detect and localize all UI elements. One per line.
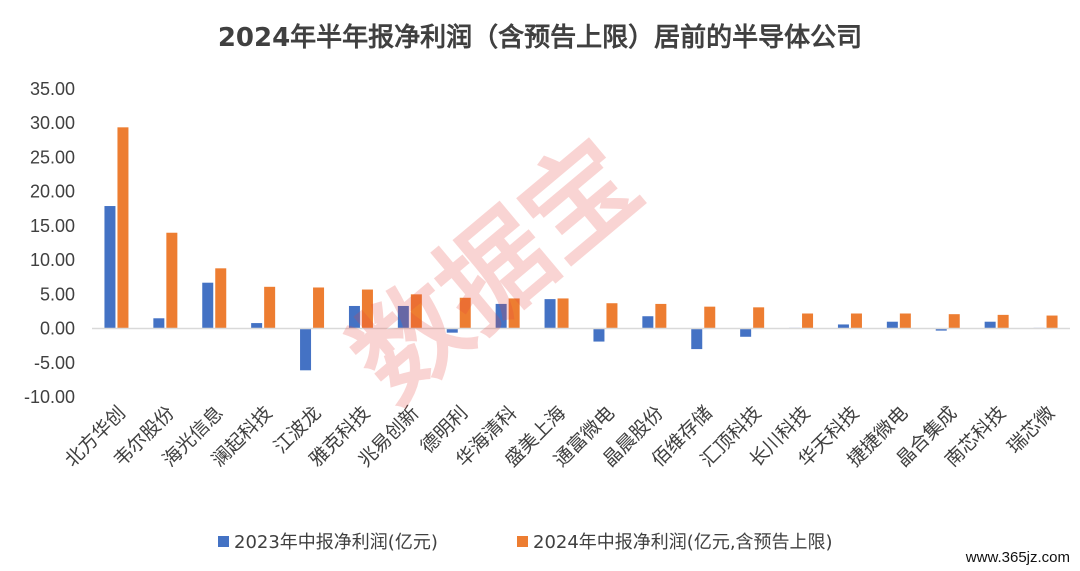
x-tick-label: 瑞芯微 <box>1003 402 1059 458</box>
y-tick-label: 25.00 <box>30 147 75 167</box>
bar-2024-4 <box>313 287 325 329</box>
bar-2024-8 <box>508 298 520 329</box>
bar-2023-13 <box>740 328 752 337</box>
bar-2024-9 <box>557 298 569 329</box>
bar-2024-15 <box>850 313 862 329</box>
bar-2024-17 <box>948 314 960 329</box>
bar-2023-15 <box>837 324 849 329</box>
y-tick-label: 15.00 <box>30 216 75 236</box>
y-tick-label: 5.00 <box>40 284 75 304</box>
y-axis: 35.00 30.00 25.00 20.00 15.00 10.00 5.00 0.00 -5… <box>24 79 75 407</box>
bar-2024-12 <box>704 306 716 329</box>
bar-2023-0 <box>104 206 116 329</box>
y-tick-label: 35.00 <box>30 79 75 99</box>
y-tick-label: 20.00 <box>30 182 75 202</box>
site-label: www.365jz.com <box>965 549 1070 566</box>
legend-label-2023: 2023年中报净利润(亿元) <box>234 532 438 553</box>
bars <box>104 127 1058 371</box>
legend-label-2024: 2024年中报净利润(亿元,含预告上限) <box>533 532 833 553</box>
y-tick-label: -5.00 <box>34 353 75 373</box>
y-tick-label: 30.00 <box>30 113 75 133</box>
bar-2023-7 <box>446 328 458 333</box>
y-tick-label: 10.00 <box>30 250 75 270</box>
watermark: 数据宝 <box>328 116 663 426</box>
y-tick-label: -10.00 <box>24 387 75 407</box>
bar-2023-11 <box>642 316 654 329</box>
bar-2023-2 <box>202 282 214 329</box>
chart-title: 2024年半年报净利润（含预告上限）居前的半导体公司 <box>218 22 862 53</box>
legend-swatch-2023 <box>218 536 229 547</box>
bar-2023-18 <box>984 321 996 329</box>
legend: 2023年中报净利润(亿元) 2024年中报净利润(亿元,含预告上限) <box>218 532 833 553</box>
bar-2024-3 <box>264 286 276 329</box>
bar-2024-6 <box>410 294 422 329</box>
bar-2024-14 <box>802 313 814 329</box>
bar-2023-10 <box>593 328 605 342</box>
bar-2023-1 <box>153 318 165 329</box>
y-tick-label: 0.00 <box>40 319 75 339</box>
bar-2024-19 <box>1046 315 1058 329</box>
bar-2024-5 <box>361 289 373 329</box>
bar-2024-16 <box>899 313 911 329</box>
bar-2024-11 <box>655 303 667 329</box>
bar-2024-7 <box>459 297 471 329</box>
bar-2024-10 <box>606 303 618 329</box>
bar-2023-17 <box>935 328 947 331</box>
bar-2024-2 <box>215 268 227 329</box>
bar-2024-13 <box>753 307 765 329</box>
bar-2023-12 <box>691 328 703 350</box>
bar-2024-18 <box>997 314 1009 329</box>
bar-2023-6 <box>397 305 409 329</box>
bar-2023-4 <box>300 328 312 371</box>
bar-2024-0 <box>117 127 129 329</box>
legend-swatch-2024 <box>517 536 528 547</box>
bar-2023-16 <box>886 321 898 329</box>
bar-2023-9 <box>544 299 556 329</box>
x-axis: 北方华创韦尔股份海光信息澜起科技江波龙雅克科技兆易创新德明利华海清科盛美上海通富… <box>61 402 1059 471</box>
bar-2023-8 <box>495 303 507 329</box>
bar-2024-1 <box>166 232 178 329</box>
bar-2023-3 <box>251 323 263 329</box>
bar-2023-5 <box>348 305 360 329</box>
